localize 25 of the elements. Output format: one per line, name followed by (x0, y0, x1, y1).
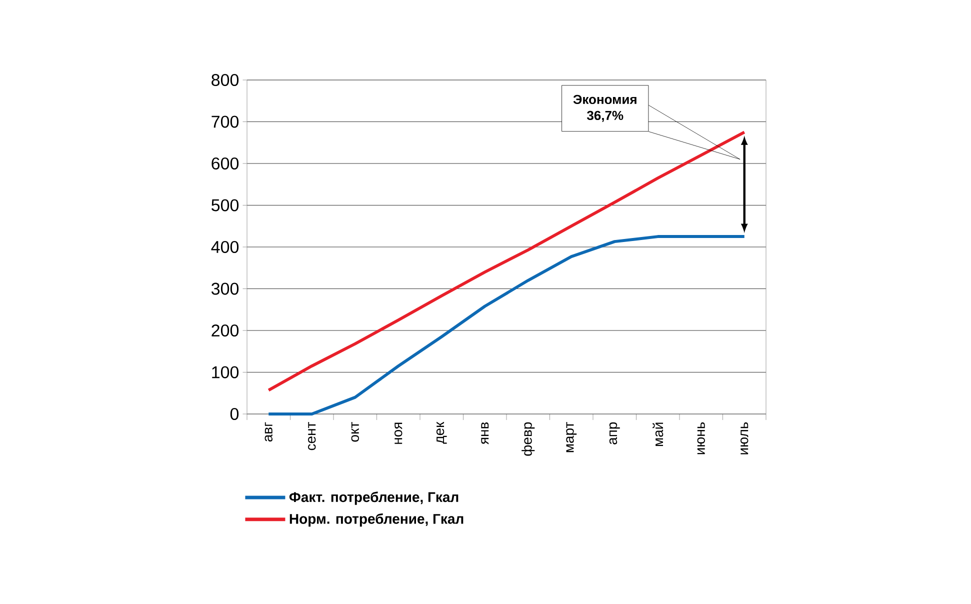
x-tick-label: июль (740, 422, 748, 454)
y-tick-label: 300 (211, 282, 239, 295)
x-tick-label: авг (264, 422, 272, 442)
y-tick-label: 500 (212, 199, 239, 212)
y-tick-label: 400 (211, 240, 239, 254)
x-tick-label: февр (522, 422, 535, 456)
y-tick-label: 600 (212, 157, 239, 170)
legend-label: Норм. потребление, Гкал (290, 513, 464, 527)
x-tick-label: апр (609, 422, 620, 444)
x-tick-label: июнь (697, 422, 705, 454)
y-tick-label: 200 (212, 324, 239, 337)
x-tick-label: дек (436, 422, 447, 444)
x-tick-label: окт (351, 422, 359, 442)
y-tick-label: 700 (212, 116, 239, 128)
annotation: Экономия 36,7% (573, 94, 636, 122)
x-tick-label: ноя (394, 422, 402, 444)
x-tick-label: сент (308, 422, 316, 450)
x-tick-label: янв (481, 422, 489, 444)
y-tick-label: 100 (212, 366, 239, 378)
line-series (267, 130, 746, 392)
y-tick-label: 0 (230, 408, 239, 420)
x-tick-label: май (652, 422, 664, 446)
y-tick-label: 800 (212, 74, 239, 86)
x-tick-label: март (566, 422, 577, 452)
legend-label: Факт. потребление, Гкал (289, 492, 458, 505)
